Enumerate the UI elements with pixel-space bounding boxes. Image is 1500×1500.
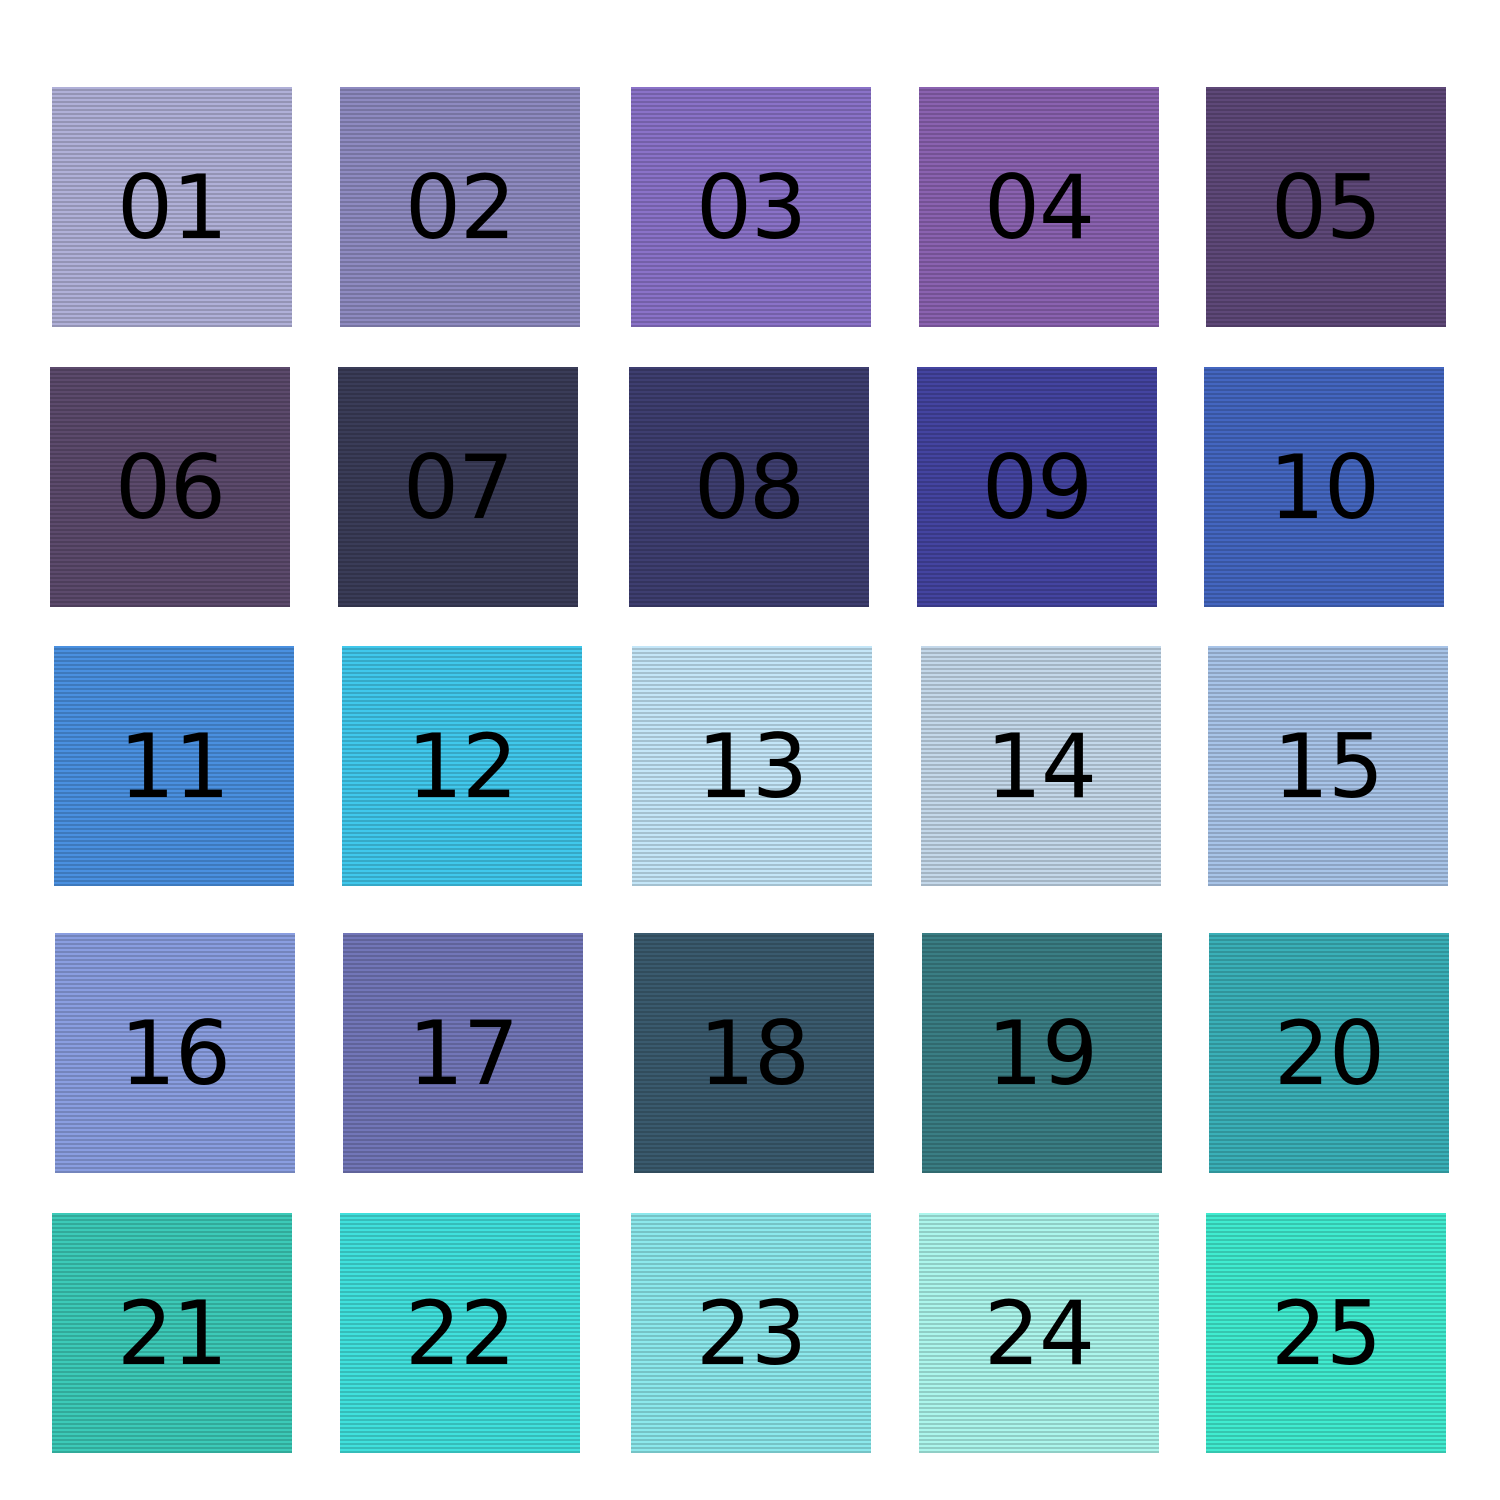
swatch-number: 07 xyxy=(403,435,514,539)
color-swatch: 09 xyxy=(917,367,1157,607)
color-swatch: 14 xyxy=(921,646,1161,886)
color-swatch: 21 xyxy=(52,1213,292,1453)
swatch-number: 06 xyxy=(115,435,226,539)
swatch-number: 20 xyxy=(1274,1001,1385,1105)
swatch-number: 24 xyxy=(984,1281,1095,1385)
color-swatch: 03 xyxy=(631,87,871,327)
color-swatch: 02 xyxy=(340,87,580,327)
color-swatch: 07 xyxy=(338,367,578,607)
swatch-number: 21 xyxy=(117,1281,228,1385)
color-swatch: 10 xyxy=(1204,367,1444,607)
color-swatch: 20 xyxy=(1209,933,1449,1173)
swatch-number: 18 xyxy=(699,1001,810,1105)
swatch-number: 16 xyxy=(120,1001,231,1105)
swatch-number: 25 xyxy=(1271,1281,1382,1385)
color-swatch: 22 xyxy=(340,1213,580,1453)
color-swatch: 06 xyxy=(50,367,290,607)
color-swatch: 11 xyxy=(54,646,294,886)
swatch-number: 14 xyxy=(986,714,1097,818)
color-swatch: 24 xyxy=(919,1213,1159,1453)
swatch-number: 11 xyxy=(119,714,230,818)
swatch-number: 19 xyxy=(987,1001,1098,1105)
swatch-number: 22 xyxy=(405,1281,516,1385)
swatch-number: 10 xyxy=(1269,435,1380,539)
color-swatch: 05 xyxy=(1206,87,1446,327)
color-swatch: 23 xyxy=(631,1213,871,1453)
swatch-number: 13 xyxy=(697,714,808,818)
color-swatch: 19 xyxy=(922,933,1162,1173)
swatch-number: 03 xyxy=(696,155,807,259)
swatch-number: 04 xyxy=(984,155,1095,259)
color-swatch: 25 xyxy=(1206,1213,1446,1453)
color-swatch: 08 xyxy=(629,367,869,607)
color-swatch: 15 xyxy=(1208,646,1448,886)
swatch-number: 15 xyxy=(1273,714,1384,818)
color-swatch: 01 xyxy=(52,87,292,327)
color-swatch: 13 xyxy=(632,646,872,886)
swatch-number: 05 xyxy=(1271,155,1382,259)
swatch-number: 09 xyxy=(982,435,1093,539)
color-swatch: 12 xyxy=(342,646,582,886)
swatch-number: 08 xyxy=(694,435,805,539)
color-swatch: 16 xyxy=(55,933,295,1173)
swatch-number: 02 xyxy=(405,155,516,259)
swatch-number: 23 xyxy=(696,1281,807,1385)
swatch-number: 01 xyxy=(117,155,228,259)
swatch-number: 12 xyxy=(407,714,518,818)
color-swatch: 04 xyxy=(919,87,1159,327)
swatch-number: 17 xyxy=(408,1001,519,1105)
color-swatch: 18 xyxy=(634,933,874,1173)
color-swatch: 17 xyxy=(343,933,583,1173)
